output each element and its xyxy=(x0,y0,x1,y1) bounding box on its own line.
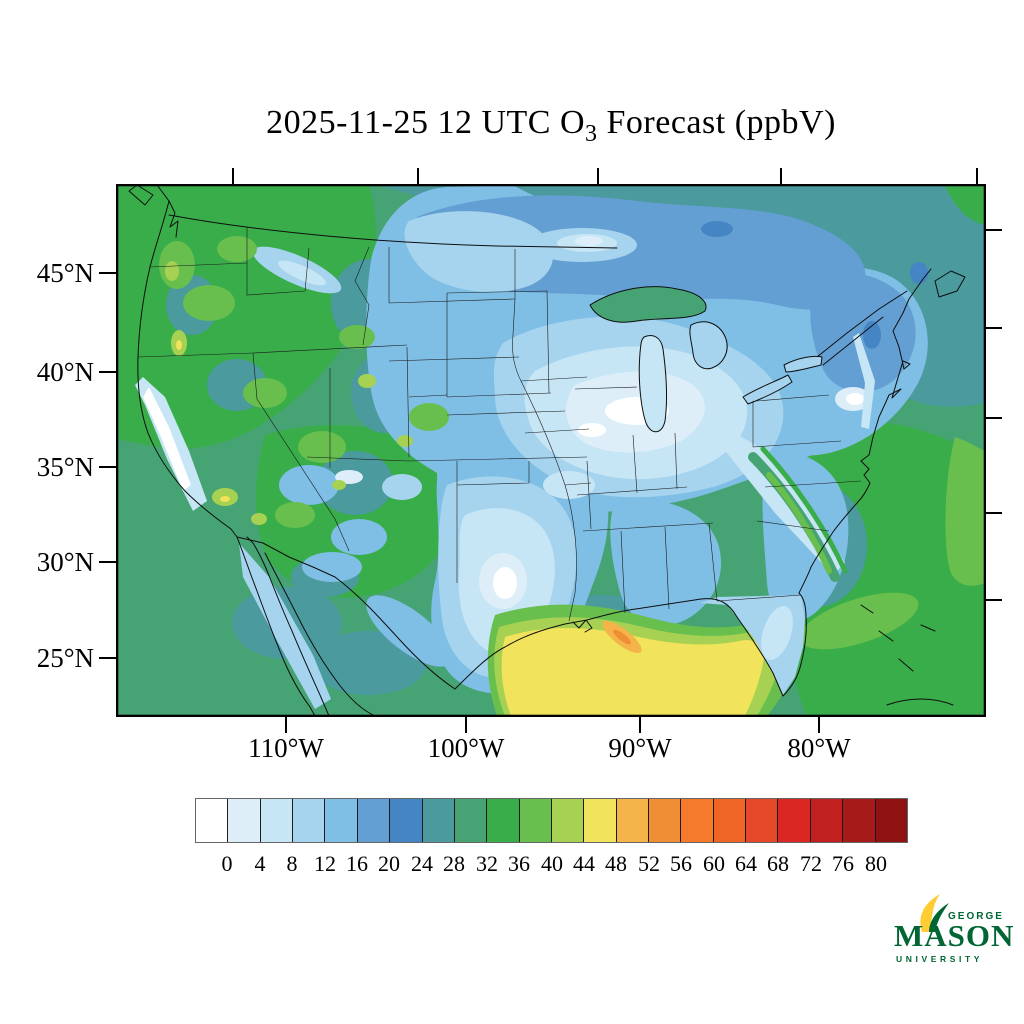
colorbar-swatch xyxy=(390,799,423,842)
colorbar-label: 44 xyxy=(573,851,595,876)
colorbar-swatch xyxy=(584,799,617,842)
lat-tick xyxy=(99,657,116,659)
lat-tick-right xyxy=(985,327,1002,329)
colorbar-label: 64 xyxy=(735,851,757,876)
colorbar-swatch xyxy=(454,799,488,842)
colorbar-label: 52 xyxy=(638,851,660,876)
lon-label-90w: 90°W xyxy=(608,733,672,763)
colorbar-label: 8 xyxy=(286,851,298,876)
colorbar-swatch xyxy=(422,799,455,842)
contour-map-canvas xyxy=(117,185,985,716)
colorbar-label: 68 xyxy=(767,851,789,876)
lat-tick xyxy=(99,466,116,468)
gmu-flame-icon xyxy=(920,894,949,932)
lat-label-25n: 25°N xyxy=(36,643,94,673)
colorbar-swatch xyxy=(551,799,585,842)
lat-label-45n: 45°N xyxy=(36,258,94,288)
lon-tick-top xyxy=(417,168,419,184)
colorbar-swatch xyxy=(681,799,714,842)
colorbar-swatch xyxy=(649,799,682,842)
lon-tick-top xyxy=(976,168,978,184)
colorbar-swatch xyxy=(843,799,876,842)
colorbar-label: 72 xyxy=(800,851,822,876)
colorbar-label: 36 xyxy=(508,851,530,876)
colorbar-label: 20 xyxy=(378,851,400,876)
lon-tick-top xyxy=(597,168,599,184)
colorbar-label: 0 xyxy=(221,851,233,876)
forecast-map xyxy=(116,184,986,717)
lat-tick-right xyxy=(985,512,1002,514)
lat-tick-right xyxy=(985,417,1002,419)
lat-tick-right xyxy=(985,229,1002,231)
lat-tick xyxy=(99,561,116,563)
colorbar-swatch xyxy=(196,799,229,842)
colorbar-label: 76 xyxy=(832,851,854,876)
page-title: 2025-11-25 12 UTC O3 Forecast (ppbV) xyxy=(117,104,985,146)
lat-label-30n: 30°N xyxy=(36,547,94,577)
colorbar-swatch xyxy=(746,799,779,842)
colorbar-swatch xyxy=(875,799,907,842)
title-subscript: 3 xyxy=(585,120,598,147)
lon-label-80w: 80°W xyxy=(787,733,851,763)
colorbar-swatch xyxy=(325,799,358,842)
colorbar-label: 24 xyxy=(411,851,433,876)
lon-tick xyxy=(465,717,467,733)
colorbar-swatch xyxy=(713,799,747,842)
lon-tick xyxy=(639,717,641,733)
lon-label-100w: 100°W xyxy=(427,733,505,763)
colorbar-swatch xyxy=(616,799,650,842)
colorbar-label: 56 xyxy=(670,851,692,876)
colorbar-label: 80 xyxy=(865,851,887,876)
lon-tick-top xyxy=(232,168,234,184)
colorbar-swatch xyxy=(228,799,261,842)
gmu-logo-university: UNIVERSITY xyxy=(896,954,984,964)
colorbar-swatch xyxy=(487,799,520,842)
lat-tick xyxy=(99,272,116,274)
lon-tick xyxy=(818,717,820,733)
lon-tick-top xyxy=(780,168,782,184)
lat-label-40n: 40°N xyxy=(36,357,94,387)
colorbar-label: 12 xyxy=(314,851,336,876)
gmu-logo: GEORGE MASON UNIVERSITY xyxy=(888,894,1015,978)
colorbar-label: 32 xyxy=(476,851,498,876)
colorbar-label: 60 xyxy=(703,851,725,876)
colorbar xyxy=(195,798,908,843)
lat-label-35n: 35°N xyxy=(36,452,94,482)
colorbar-swatch xyxy=(519,799,552,842)
colorbar-swatch xyxy=(357,799,391,842)
title-prefix: 2025-11-25 12 UTC O xyxy=(266,104,586,141)
colorbar-label: 48 xyxy=(605,851,627,876)
lon-label-110w: 110°W xyxy=(248,733,324,763)
colorbar-label: 4 xyxy=(254,851,266,876)
lat-tick xyxy=(99,371,116,373)
colorbar-label: 28 xyxy=(443,851,465,876)
colorbar-swatch xyxy=(778,799,811,842)
lat-tick-right xyxy=(985,599,1002,601)
colorbar-label: 40 xyxy=(541,851,563,876)
colorbar-swatch xyxy=(260,799,294,842)
gmu-logo-mason: MASON xyxy=(894,918,1015,953)
lon-tick xyxy=(285,717,287,733)
title-suffix: Forecast (ppbV) xyxy=(597,104,836,141)
gmu-logo-george: GEORGE xyxy=(948,911,1004,922)
colorbar-label: 16 xyxy=(346,851,368,876)
colorbar-swatch xyxy=(293,799,326,842)
colorbar-swatch xyxy=(810,799,844,842)
